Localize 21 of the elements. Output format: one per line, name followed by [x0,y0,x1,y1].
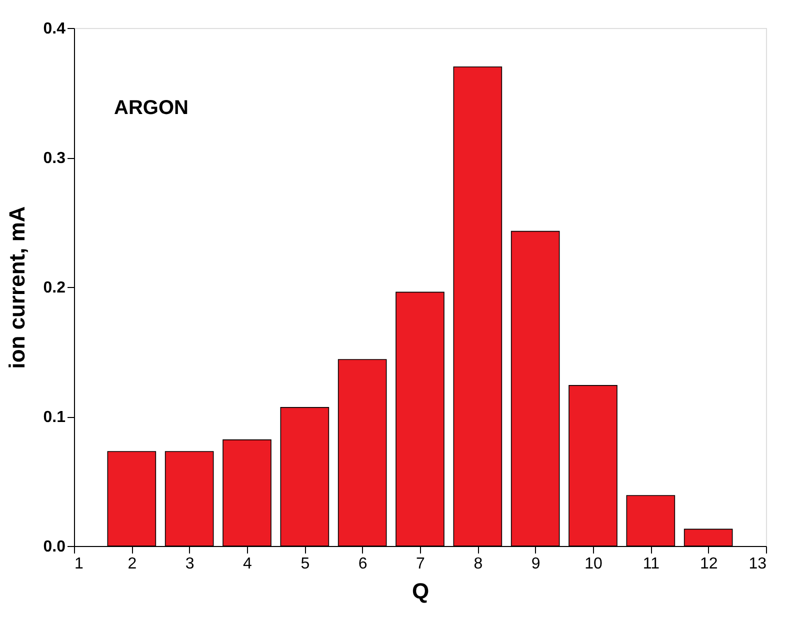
x-tick-label: 12 [700,556,718,572]
x-tick-label: 6 [358,556,368,572]
x-tick-label: 7 [416,556,426,572]
x-tick-label: 1 [74,556,84,572]
y-tick-label: 0.3 [43,150,66,167]
y-tick-label: 0.2 [43,280,66,296]
x-tick-label: 3 [185,556,194,572]
y-tick-label: 0.0 [43,538,66,556]
x-tick-label: 11 [642,556,660,572]
x-tick-label: 9 [531,556,540,572]
x-tick-label: 13 [748,556,767,572]
x-tick-label: 10 [584,556,602,572]
y-tick-label: 0.1 [43,409,66,426]
x-tick-label: 4 [243,556,252,572]
y-tick-label: 0.4 [43,20,66,38]
x-tick-label: 2 [128,556,137,572]
x-axis-title: Q [412,578,430,604]
x-tick-label: 5 [300,556,310,572]
x-tick-label: 8 [474,556,483,572]
annotation: ARGON [114,97,188,119]
y-axis-title: ion current, mA [4,206,30,369]
